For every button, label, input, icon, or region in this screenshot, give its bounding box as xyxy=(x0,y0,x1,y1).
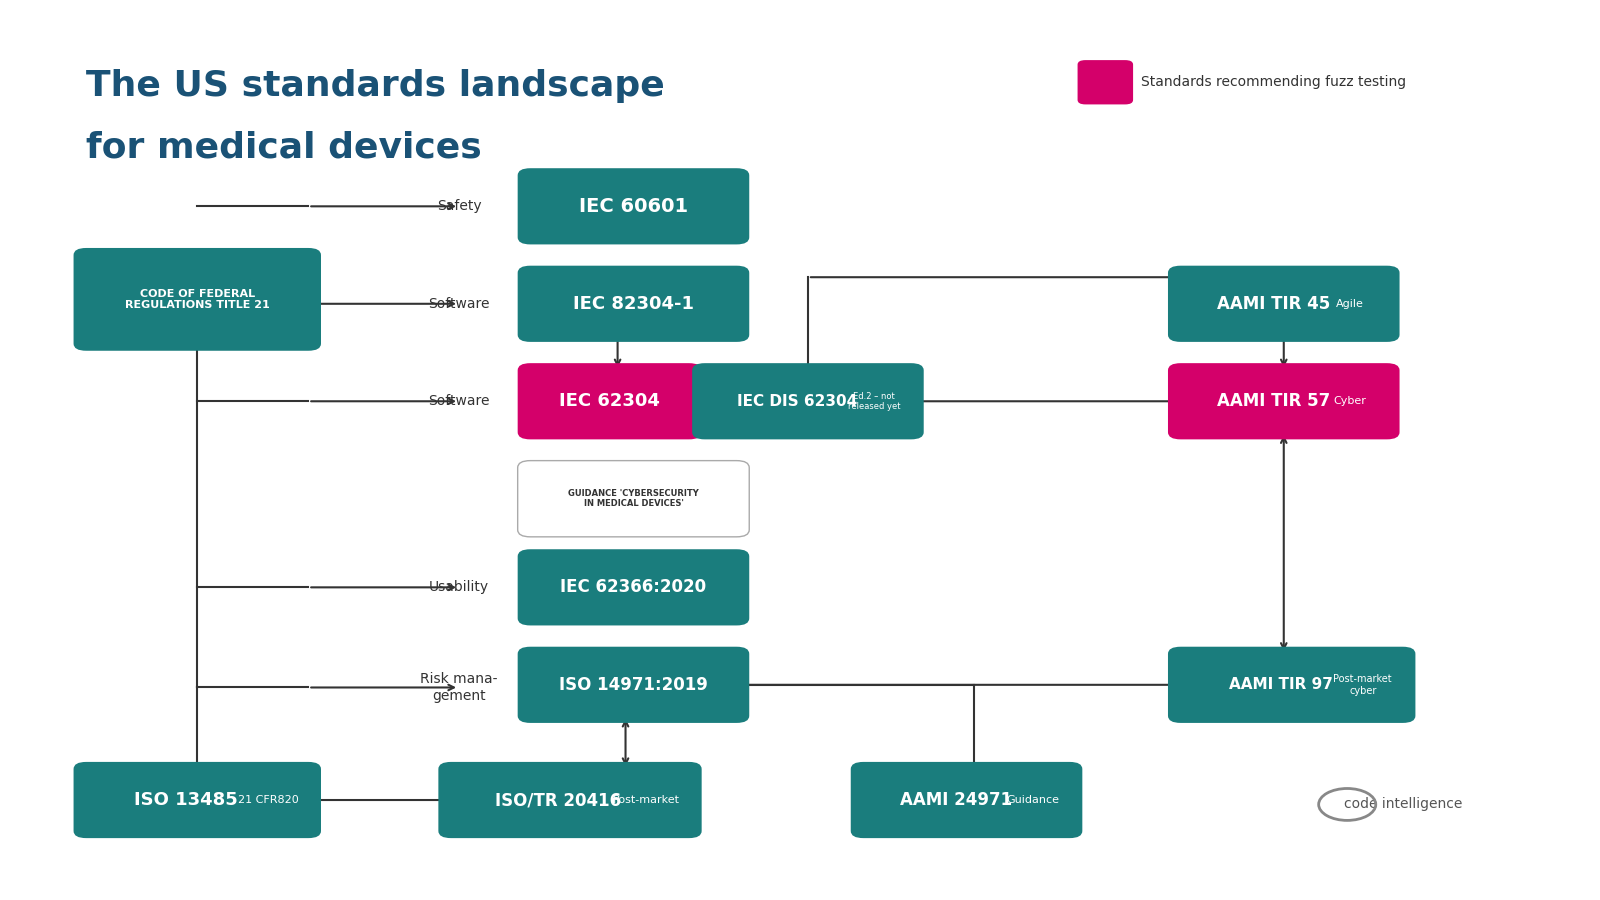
Text: code intelligence: code intelligence xyxy=(1344,797,1462,812)
Text: for medical devices: for medical devices xyxy=(86,131,482,165)
FancyBboxPatch shape xyxy=(518,168,749,245)
FancyBboxPatch shape xyxy=(438,762,702,838)
Text: Safety: Safety xyxy=(437,199,482,213)
Text: Software: Software xyxy=(429,394,490,409)
FancyBboxPatch shape xyxy=(518,461,749,536)
FancyBboxPatch shape xyxy=(74,248,322,351)
Text: Ed.2 – not
released yet: Ed.2 – not released yet xyxy=(848,392,901,411)
Text: AAMI TIR 97: AAMI TIR 97 xyxy=(1229,678,1333,692)
FancyBboxPatch shape xyxy=(518,266,749,342)
Text: Guidance: Guidance xyxy=(1006,795,1059,805)
FancyBboxPatch shape xyxy=(1168,647,1416,723)
Text: AAMI TIR 45: AAMI TIR 45 xyxy=(1218,295,1330,313)
Text: Cyber: Cyber xyxy=(1333,396,1366,406)
Text: Software: Software xyxy=(429,297,490,310)
Text: IEC 62366:2020: IEC 62366:2020 xyxy=(560,579,707,597)
FancyBboxPatch shape xyxy=(851,762,1082,838)
Text: IEC 82304-1: IEC 82304-1 xyxy=(573,295,694,313)
Text: ISO/TR 20416: ISO/TR 20416 xyxy=(494,791,621,809)
Text: AAMI 24971: AAMI 24971 xyxy=(901,791,1013,809)
FancyBboxPatch shape xyxy=(518,549,749,626)
Text: 21 CFR820: 21 CFR820 xyxy=(238,795,299,805)
FancyBboxPatch shape xyxy=(693,364,923,439)
Text: CODE OF FEDERAL
REGULATIONS TITLE 21: CODE OF FEDERAL REGULATIONS TITLE 21 xyxy=(125,289,270,310)
Text: AAMI TIR 57: AAMI TIR 57 xyxy=(1218,392,1330,410)
Text: IEC 62304: IEC 62304 xyxy=(560,392,661,410)
Text: IEC 60601: IEC 60601 xyxy=(579,197,688,216)
FancyBboxPatch shape xyxy=(1168,364,1400,439)
Text: GUIDANCE 'CYBERSECURITY
IN MEDICAL DEVICES': GUIDANCE 'CYBERSECURITY IN MEDICAL DEVIC… xyxy=(568,489,699,508)
FancyBboxPatch shape xyxy=(74,762,322,838)
Text: The US standards landscape: The US standards landscape xyxy=(86,69,666,103)
FancyBboxPatch shape xyxy=(518,364,702,439)
FancyBboxPatch shape xyxy=(518,647,749,723)
Text: Risk mana-
gement: Risk mana- gement xyxy=(421,672,498,703)
Text: ISO 14971:2019: ISO 14971:2019 xyxy=(558,676,707,694)
FancyBboxPatch shape xyxy=(1077,60,1133,104)
FancyBboxPatch shape xyxy=(1168,266,1400,342)
Text: Post-market: Post-market xyxy=(613,795,680,805)
Text: Post-market
cyber: Post-market cyber xyxy=(1333,674,1392,696)
Text: Standards recommending fuzz testing: Standards recommending fuzz testing xyxy=(1141,76,1406,89)
Text: Agile: Agile xyxy=(1336,299,1363,309)
Text: IEC DIS 62304: IEC DIS 62304 xyxy=(738,394,858,409)
Text: Usability: Usability xyxy=(429,580,490,594)
Text: ISO 13485: ISO 13485 xyxy=(134,791,238,809)
